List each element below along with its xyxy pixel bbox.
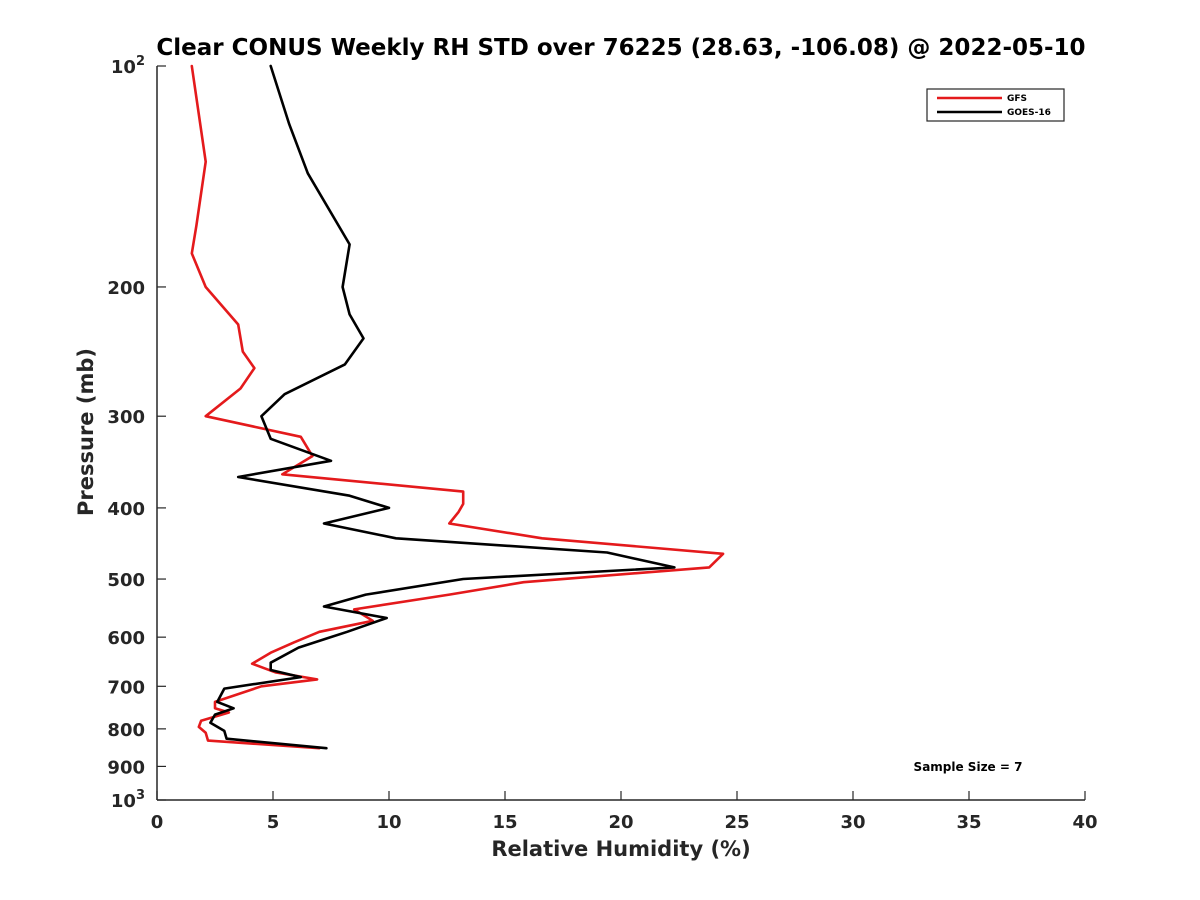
- legend-box: [926, 88, 1065, 122]
- legend: GFS GOES-16: [926, 88, 1065, 122]
- y-tick-label: 800: [107, 720, 145, 741]
- x-tick-label: 25: [724, 812, 749, 833]
- y-tick-label: 600: [107, 628, 145, 649]
- series-line-goes-16: [209, 64, 676, 750]
- y-tick-label: 900: [107, 757, 145, 778]
- axes-layer: 0 5 10 15 20 25 30 35 40102200300400500600700800…: [107, 54, 1097, 833]
- y-tick-label: 700: [107, 677, 145, 698]
- series-layer: [190, 64, 725, 750]
- x-tick-label: 0: [151, 812, 164, 833]
- y-tick-label: 400: [107, 499, 145, 520]
- x-tick-label: 40: [1072, 812, 1097, 833]
- y-axis-label: Pressure (mb): [74, 348, 98, 516]
- x-tick-label: 15: [492, 812, 517, 833]
- x-tick-label: 30: [840, 812, 865, 833]
- x-tick-label: 35: [956, 812, 981, 833]
- legend-label-goes-16: GOES-16: [1007, 108, 1051, 118]
- chart-title: Clear CONUS Weekly RH STD over 76225 (28…: [156, 35, 1085, 61]
- x-tick-label: 10: [376, 812, 401, 833]
- legend-label-gfs: GFS: [1007, 94, 1027, 104]
- x-axis-label: Relative Humidity (%): [491, 837, 750, 861]
- x-tick-label: 20: [608, 812, 633, 833]
- series-line-gfs: [190, 64, 725, 750]
- y-tick-label: 300: [107, 407, 145, 428]
- x-tick-label: 5: [267, 812, 280, 833]
- sample-size-annotation: Sample Size = 7: [914, 760, 1023, 774]
- y-tick-label: 500: [107, 570, 145, 591]
- y-tick-label: 200: [107, 278, 145, 299]
